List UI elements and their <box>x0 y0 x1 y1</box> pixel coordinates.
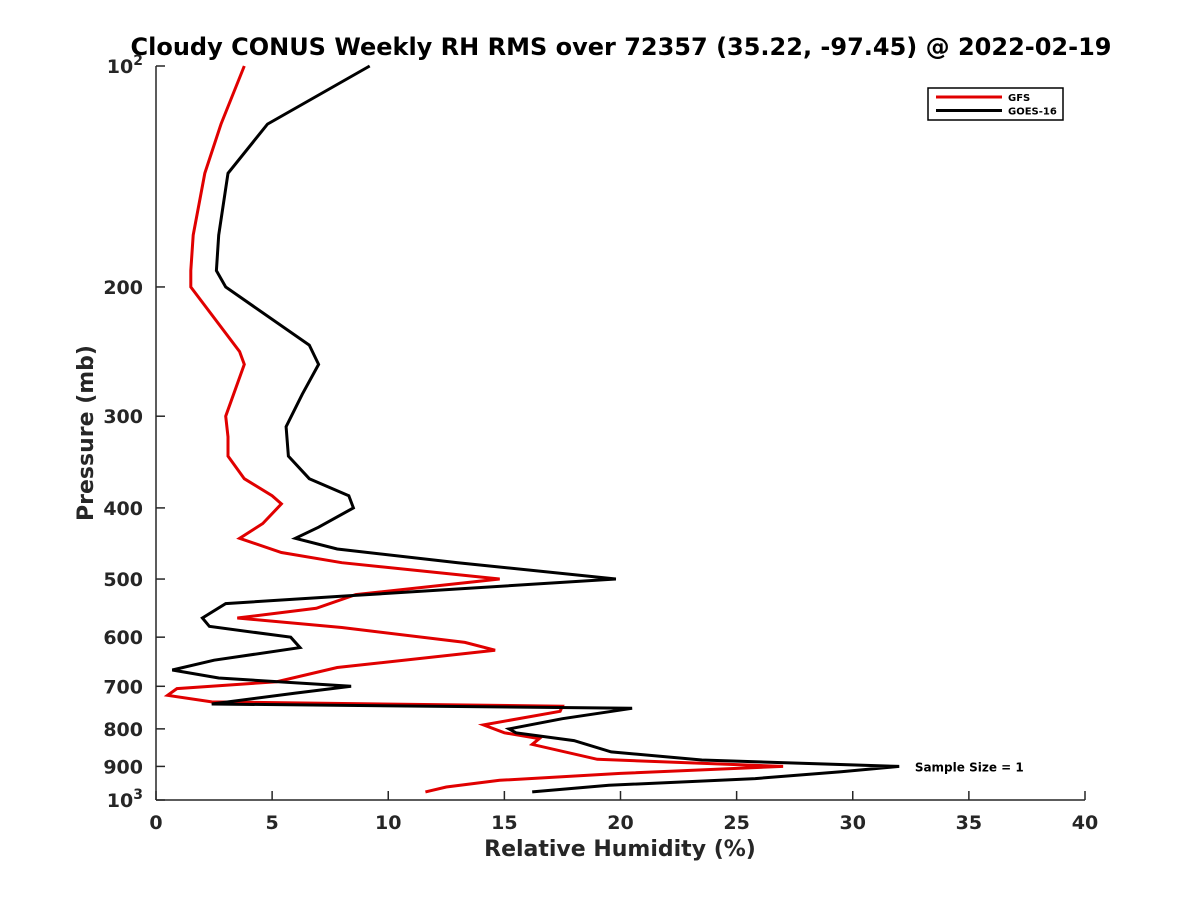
y-tick-label: 200 <box>103 277 143 299</box>
series-line-goes-16 <box>171 64 900 794</box>
legend: GFS GOES-16 <box>927 87 1064 121</box>
sample-size-annotation: Sample Size = 1 <box>915 760 1024 774</box>
y-tick-label: 102 <box>107 53 143 78</box>
x-tick-label: 20 <box>607 812 633 834</box>
x-axis-label: Relative Humidity (%) <box>484 837 756 862</box>
chart-title: Cloudy CONUS Weekly RH RMS over 72357 (3… <box>131 33 1112 61</box>
series-layer <box>163 64 900 794</box>
y-tick-label: 300 <box>103 406 143 428</box>
y-tick-label: 900 <box>103 756 143 778</box>
x-tick-label: 10 <box>375 812 401 834</box>
x-tick-label: 0 <box>149 812 162 834</box>
y-tick-label: 800 <box>103 719 143 741</box>
y-tick-label: 400 <box>103 498 143 520</box>
plot-axes: 0 5 10 15 20 25 30 35 40 102 200 300 400 500 600 700 800… <box>103 53 1098 834</box>
legend-box <box>927 87 1064 121</box>
y-tick-label: 103 <box>107 787 143 812</box>
y-tick-label: 500 <box>103 569 143 591</box>
x-tick-label: 40 <box>1072 812 1098 834</box>
x-tick-label: 15 <box>491 812 517 834</box>
y-tick-label: 600 <box>103 627 143 649</box>
series-line-gfs <box>163 65 784 794</box>
x-tick-label: 35 <box>956 812 982 834</box>
legend-entry-label: GFS <box>1008 93 1030 104</box>
y-axis-label: Pressure (mb) <box>74 345 99 521</box>
y-tick-label: 700 <box>103 676 143 698</box>
x-tick-label: 25 <box>723 812 749 834</box>
x-tick-label: 30 <box>840 812 866 834</box>
x-tick-label: 5 <box>266 812 279 834</box>
legend-entry-label: GOES-16 <box>1008 107 1057 118</box>
